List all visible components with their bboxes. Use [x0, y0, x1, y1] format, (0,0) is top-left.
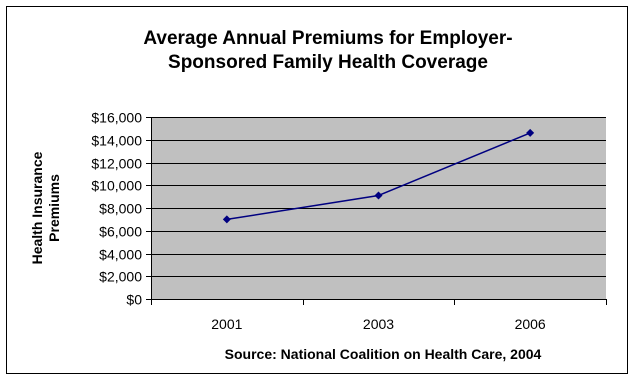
- y-axis-tick-label: $0: [126, 292, 142, 308]
- x-axis: 2001 2003 2006: [151, 117, 607, 332]
- y-axis-tick-label: $16,000: [91, 110, 142, 126]
- y-axis-tick-label: $14,000: [91, 133, 142, 149]
- y-axis-title-line-2: Premiums: [46, 174, 62, 242]
- y-axis-tick-label: $6,000: [99, 224, 142, 240]
- gridlines: [146, 117, 606, 300]
- y-axis-title-line-1: Health Insurance: [29, 151, 45, 264]
- series: [222, 128, 535, 224]
- chart-title-line-1: Average Annual Premiums for Employer-: [143, 28, 512, 49]
- y-axis-tick-label: $10,000: [91, 178, 142, 194]
- x-axis-tick-label: 2003: [363, 316, 394, 332]
- x-axis-tick-label: 2001: [211, 316, 242, 332]
- data-point-marker: [374, 191, 383, 200]
- y-axis-tick-label: $12,000: [91, 156, 142, 172]
- y-axis-tick-labels: $0 $2,000 $4,000 $6,000 $8,000 $10,000 $12,000…: [91, 110, 142, 308]
- y-axis-tick-label: $2,000: [99, 269, 142, 285]
- data-point-marker: [222, 215, 231, 224]
- x-axis-title: Source: National Coalition on Health Car…: [225, 346, 542, 362]
- y-axis-tick-label: $4,000: [99, 247, 142, 263]
- y-axis-tick-label: $8,000: [99, 201, 142, 217]
- chart-title-line-2: Sponsored Family Health Coverage: [168, 52, 488, 73]
- x-axis-tick-label: 2006: [515, 316, 546, 332]
- data-point-marker: [526, 128, 535, 137]
